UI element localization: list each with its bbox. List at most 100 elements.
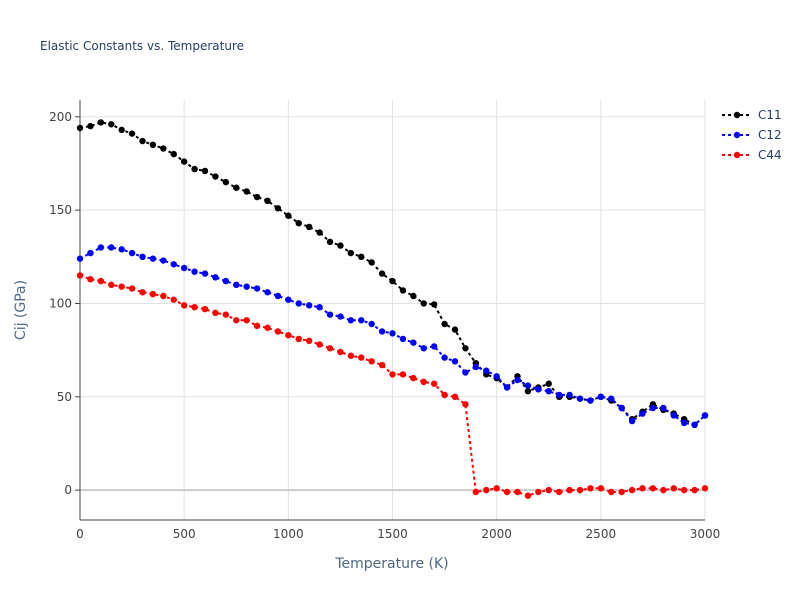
- data-point[interactable]: [608, 488, 615, 496]
- data-point[interactable]: [555, 391, 563, 399]
- data-point[interactable]: [608, 395, 615, 402]
- data-point[interactable]: [191, 268, 198, 275]
- data-point[interactable]: [97, 244, 105, 251]
- data-point[interactable]: [691, 486, 698, 494]
- data-point[interactable]: [420, 345, 427, 352]
- data-point[interactable]: [305, 223, 313, 231]
- data-point[interactable]: [597, 393, 605, 400]
- data-point[interactable]: [545, 486, 552, 494]
- data-point[interactable]: [597, 485, 605, 492]
- data-point[interactable]: [253, 193, 261, 201]
- data-point[interactable]: [503, 488, 511, 496]
- data-point[interactable]: [180, 302, 188, 309]
- data-point[interactable]: [97, 277, 105, 285]
- data-point[interactable]: [420, 378, 427, 386]
- data-point[interactable]: [441, 320, 448, 328]
- data-point[interactable]: [264, 197, 271, 204]
- data-point[interactable]: [128, 249, 136, 257]
- data-point[interactable]: [566, 486, 573, 494]
- data-point[interactable]: [326, 345, 334, 352]
- data-point[interactable]: [441, 354, 448, 361]
- data-point[interactable]: [274, 292, 282, 300]
- data-point[interactable]: [285, 332, 292, 339]
- data-point[interactable]: [180, 264, 188, 272]
- data-point[interactable]: [378, 270, 386, 277]
- data-point[interactable]: [680, 419, 688, 427]
- data-point[interactable]: [160, 292, 167, 300]
- data-point[interactable]: [347, 317, 355, 324]
- data-point[interactable]: [243, 317, 250, 324]
- data-point[interactable]: [128, 130, 136, 137]
- data-point[interactable]: [87, 122, 94, 130]
- data-point[interactable]: [587, 485, 594, 492]
- data-point[interactable]: [503, 384, 511, 391]
- data-point[interactable]: [524, 382, 532, 389]
- data-point[interactable]: [326, 238, 334, 246]
- data-point[interactable]: [326, 311, 334, 318]
- data-point[interactable]: [160, 145, 167, 152]
- data-point[interactable]: [358, 317, 365, 324]
- data-point[interactable]: [212, 173, 219, 180]
- data-point[interactable]: [493, 373, 500, 380]
- data-point[interactable]: [566, 391, 573, 399]
- data-point[interactable]: [576, 486, 584, 494]
- data-point[interactable]: [128, 285, 136, 292]
- data-point[interactable]: [212, 274, 219, 281]
- data-point[interactable]: [430, 343, 438, 350]
- data-point[interactable]: [514, 488, 521, 496]
- data-point[interactable]: [337, 313, 344, 320]
- data-point[interactable]: [97, 119, 105, 126]
- data-point[interactable]: [170, 261, 177, 268]
- data-point[interactable]: [462, 401, 469, 408]
- data-point[interactable]: [139, 289, 146, 296]
- data-point[interactable]: [389, 277, 396, 285]
- data-point[interactable]: [358, 253, 365, 260]
- data-point[interactable]: [691, 421, 698, 428]
- data-point[interactable]: [118, 283, 125, 290]
- data-point[interactable]: [420, 300, 427, 307]
- data-point[interactable]: [337, 242, 344, 249]
- data-point[interactable]: [399, 287, 407, 294]
- data-point[interactable]: [670, 412, 677, 419]
- data-point[interactable]: [410, 374, 417, 382]
- data-point[interactable]: [660, 404, 667, 412]
- data-point[interactable]: [462, 345, 469, 352]
- data-point[interactable]: [358, 354, 365, 361]
- data-point[interactable]: [233, 281, 240, 288]
- data-point[interactable]: [410, 339, 417, 346]
- data-point[interactable]: [410, 292, 417, 300]
- data-point[interactable]: [76, 272, 84, 279]
- data-point[interactable]: [222, 277, 230, 285]
- legend-item-c11[interactable]: C11: [722, 108, 782, 122]
- data-point[interactable]: [118, 246, 125, 253]
- data-point[interactable]: [180, 158, 188, 165]
- data-point[interactable]: [701, 485, 709, 492]
- data-point[interactable]: [243, 188, 250, 195]
- data-point[interactable]: [201, 167, 209, 175]
- data-point[interactable]: [368, 259, 375, 266]
- data-point[interactable]: [264, 324, 271, 331]
- data-point[interactable]: [87, 249, 94, 257]
- data-point[interactable]: [87, 276, 94, 283]
- data-point[interactable]: [399, 371, 407, 378]
- data-point[interactable]: [389, 330, 396, 337]
- data-point[interactable]: [170, 296, 177, 303]
- data-point[interactable]: [222, 311, 230, 318]
- data-point[interactable]: [305, 302, 313, 309]
- data-point[interactable]: [493, 485, 500, 492]
- legend-item-c12[interactable]: C12: [722, 128, 782, 142]
- data-point[interactable]: [680, 486, 688, 494]
- data-point[interactable]: [347, 352, 355, 359]
- data-point[interactable]: [639, 410, 646, 417]
- data-point[interactable]: [378, 328, 386, 335]
- data-point[interactable]: [451, 326, 459, 333]
- data-point[interactable]: [76, 124, 84, 132]
- data-point[interactable]: [295, 335, 302, 343]
- data-point[interactable]: [160, 257, 167, 264]
- data-point[interactable]: [368, 320, 375, 328]
- data-point[interactable]: [108, 244, 115, 251]
- data-point[interactable]: [483, 367, 490, 374]
- data-point[interactable]: [660, 486, 667, 494]
- data-point[interactable]: [253, 322, 261, 330]
- data-point[interactable]: [576, 395, 584, 402]
